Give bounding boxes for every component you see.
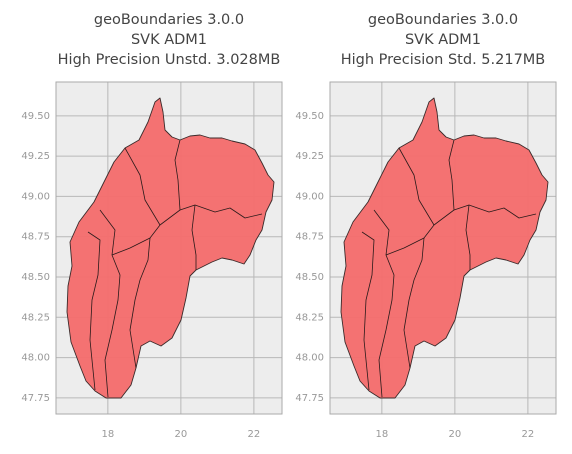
y-tick-label: 48.25 (21, 312, 50, 323)
panel-title: geoBoundaries 3.0.0 (94, 12, 244, 28)
y-tick-label: 49.00 (21, 191, 50, 202)
y-tick-label: 49.25 (21, 151, 50, 162)
y-tick-label: 48.75 (295, 232, 324, 243)
panel-title: geoBoundaries 3.0.0 (368, 12, 518, 28)
y-tick-label: 47.75 (21, 393, 50, 404)
panel-title: High Precision Std. 5.217MB (341, 52, 546, 68)
y-tick-label: 48.25 (295, 312, 324, 323)
plot-frame (55, 81, 283, 415)
panels: geoBoundaries 3.0.0 SVK ADM1 High Precisio… (21, 12, 557, 440)
y-tick-label: 48.50 (295, 272, 324, 283)
y-tick-label: 48.50 (21, 272, 50, 283)
y-tick-label: 48.75 (21, 232, 50, 243)
y-tick-label: 49.50 (21, 111, 50, 122)
plot-frame (329, 81, 557, 415)
map-panel: geoBoundaries 3.0.0 SVK ADM1 High Precisio… (21, 12, 283, 440)
x-tick-label: 18 (101, 429, 114, 440)
y-tick-label: 49.00 (295, 191, 324, 202)
y-tick-label: 48.00 (295, 353, 324, 364)
y-tick-label: 48.00 (21, 353, 50, 364)
y-tick-label: 49.50 (295, 111, 324, 122)
y-tick-label: 47.75 (295, 393, 324, 404)
panel-title: High Precision Unstd. 3.028MB (58, 52, 281, 68)
map-panel: geoBoundaries 3.0.0 SVK ADM1 High Precisio… (295, 12, 557, 440)
y-tick-label: 49.25 (295, 151, 324, 162)
x-tick-label: 20 (448, 429, 461, 440)
x-tick-label: 18 (375, 429, 388, 440)
x-tick-label: 22 (522, 429, 535, 440)
x-tick-label: 20 (174, 429, 187, 440)
panel-title: SVK ADM1 (405, 32, 481, 48)
x-tick-label: 22 (248, 429, 261, 440)
panel-title: SVK ADM1 (131, 32, 207, 48)
